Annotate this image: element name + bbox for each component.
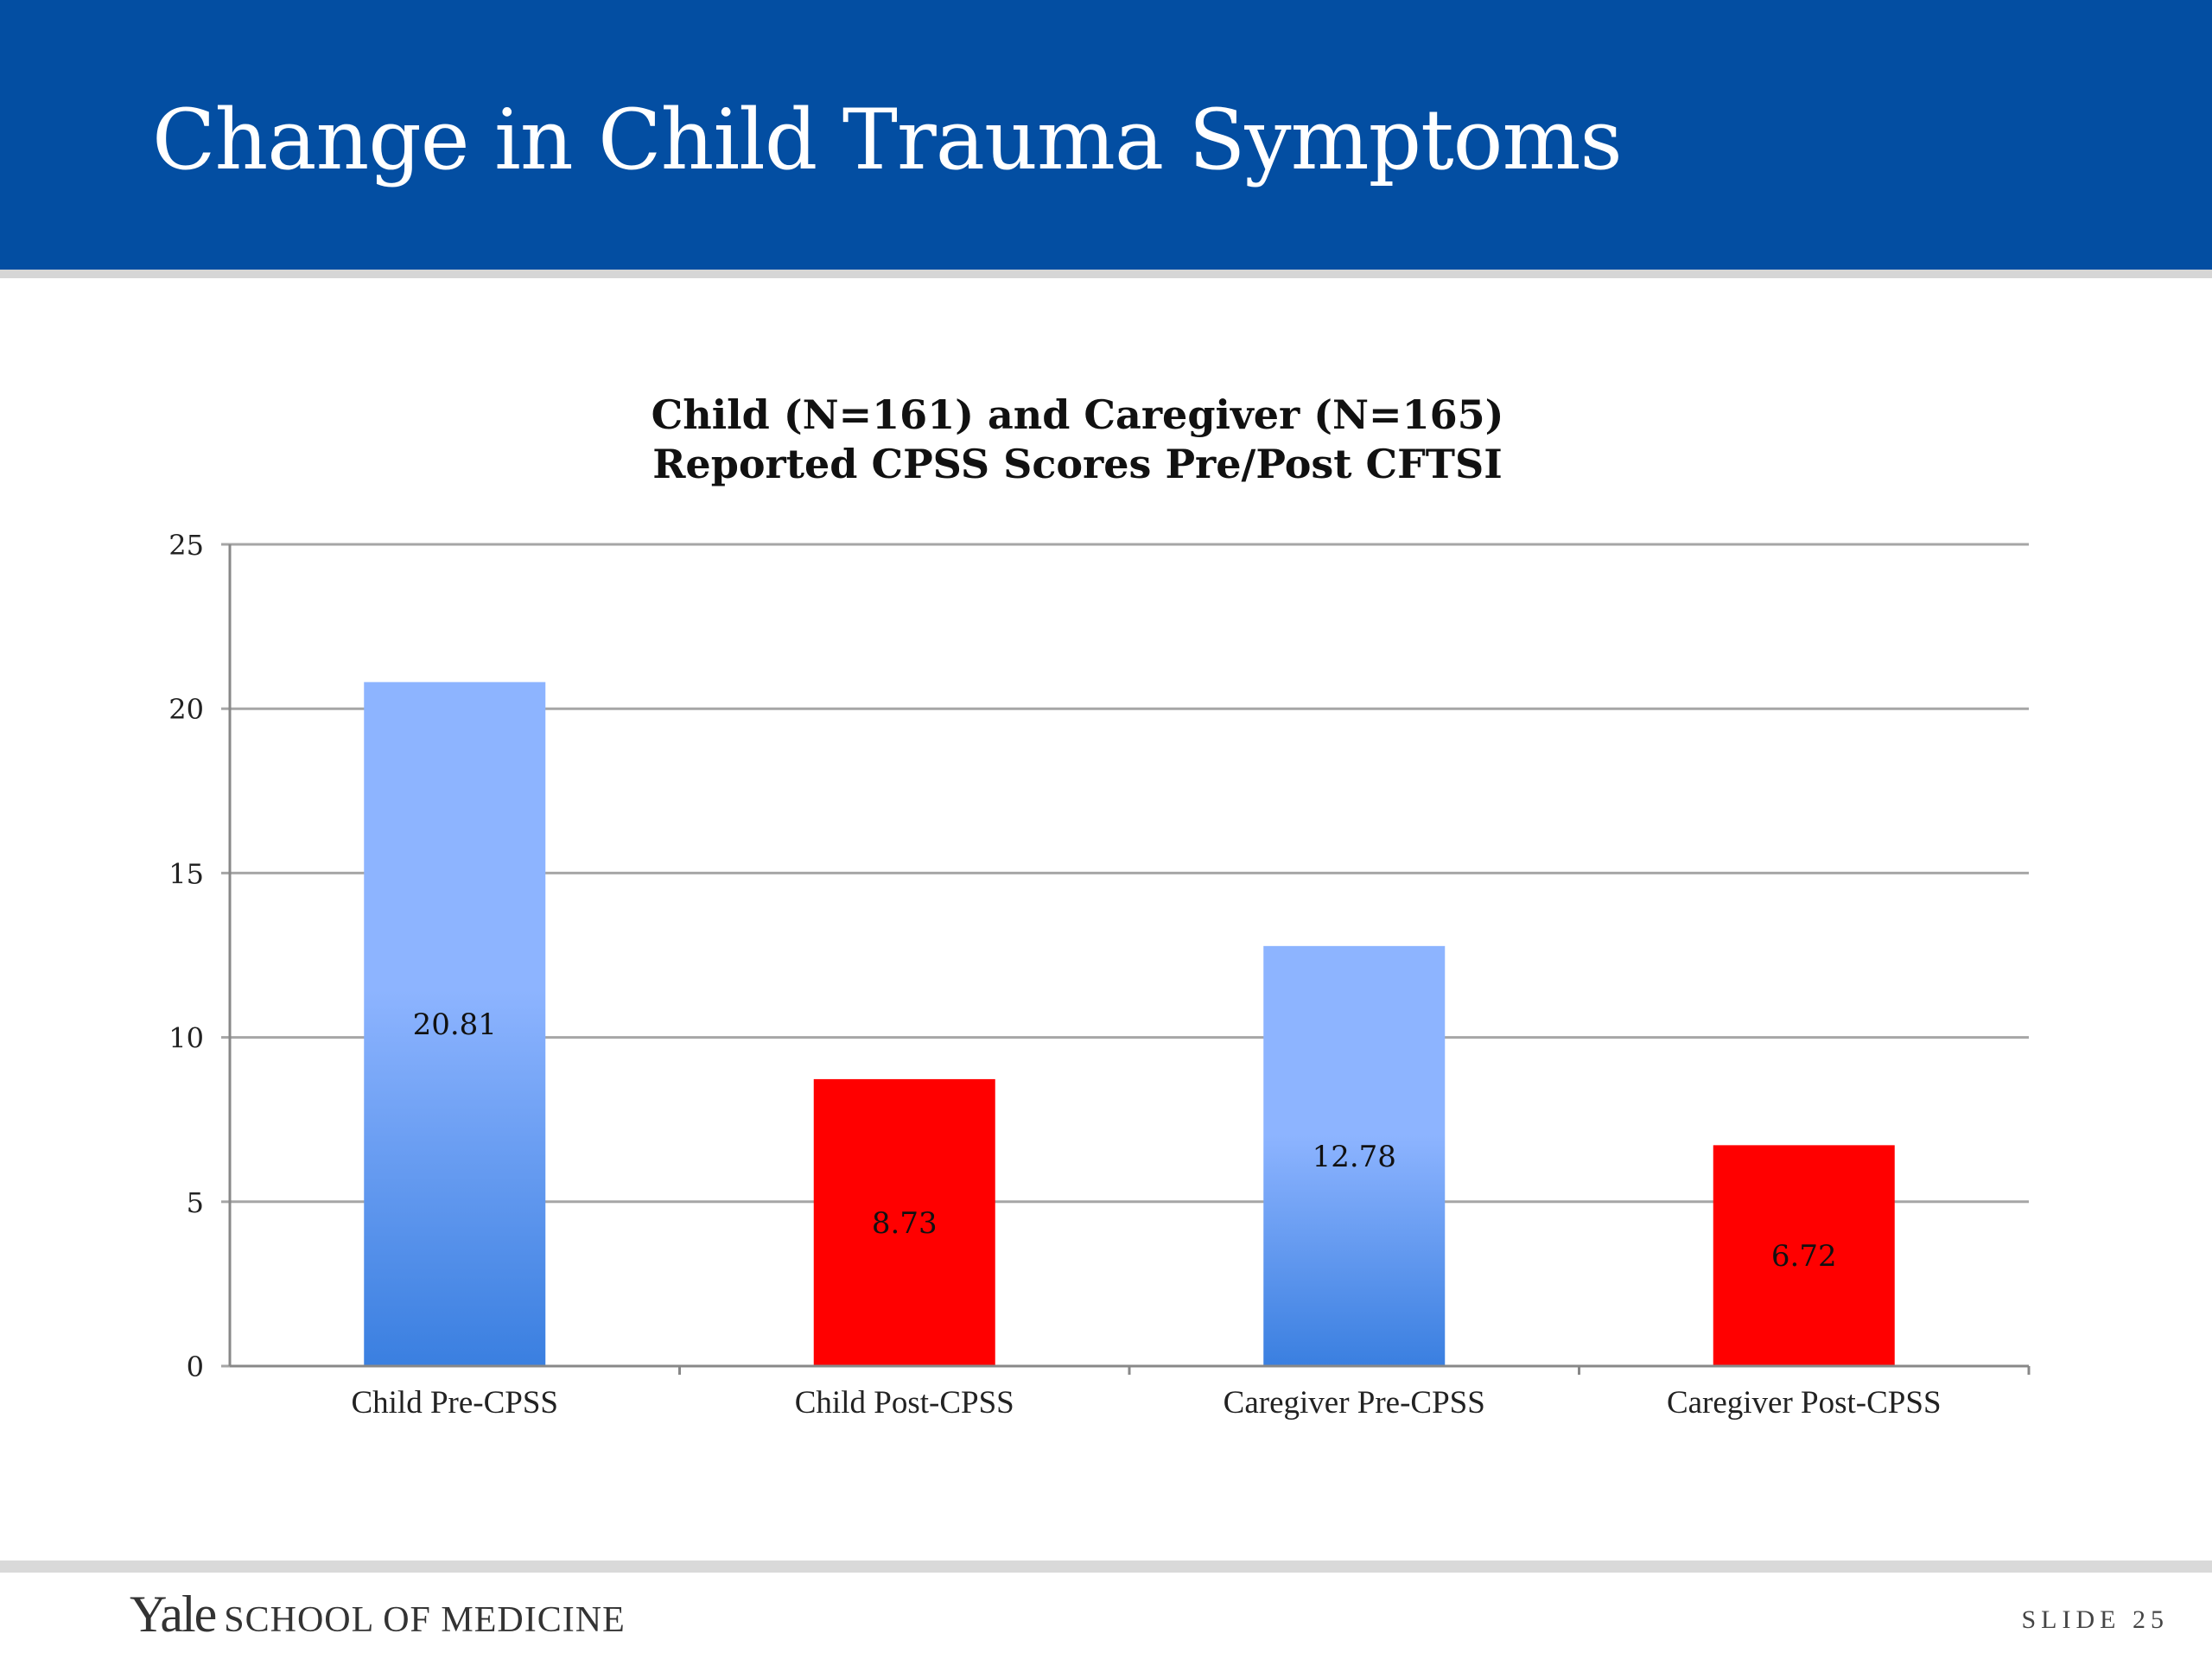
bars (364, 682, 1895, 1366)
chart-title-line: Child (N=161) and Caregiver (N=165) (652, 391, 1504, 438)
bar (1713, 1145, 1895, 1366)
bar-data-label: 8.73 (872, 1206, 938, 1241)
chart-title: Child (N=161) and Caregiver (N=165)Repor… (652, 391, 1504, 487)
bar-chart: Child (N=161) and Caregiver (N=165)Repor… (168, 391, 2031, 1421)
bar-data-label: 12.78 (1313, 1140, 1396, 1174)
yale-school-of-medicine-logo: Yale SCHOOL OF MEDICINE (130, 1585, 626, 1644)
bar-data-label: 20.81 (413, 1007, 497, 1042)
x-category-label: Child Post-CPSS (795, 1385, 1014, 1421)
y-tick-label: 5 (187, 1186, 204, 1219)
x-axis-category-labels: Child Pre-CPSS Child Post-CPSS Caregiver P… (351, 1385, 1941, 1421)
bar (364, 682, 546, 1366)
x-category-label: Caregiver Pre-CPSS (1224, 1385, 1485, 1421)
chart-title-line: Reported CPSS Scores Pre/Post CFTSI (652, 441, 1503, 487)
axes (228, 544, 2031, 1375)
data-labels: 20.81 8.73 12.78 6.72 (413, 1007, 1837, 1274)
y-tick-label: 0 (187, 1351, 204, 1383)
footer-divider (0, 1560, 2212, 1573)
y-tick-label: 15 (168, 857, 204, 890)
bar (813, 1078, 995, 1366)
x-category-label: Child Pre-CPSS (351, 1385, 558, 1421)
y-axis-tick-labels: 0 5 10 15 20 25 (168, 529, 204, 1383)
yale-wordmark: Yale (130, 1586, 217, 1643)
slide-title: Change in Child Trauma Symptoms (152, 92, 1623, 188)
y-tick-label: 10 (168, 1022, 204, 1055)
bar (1263, 945, 1446, 1366)
bar-data-label: 6.72 (1771, 1239, 1837, 1274)
title-banner: Change in Child Trauma Symptoms (0, 0, 2212, 278)
slide-number: SLIDE 25 (2021, 1605, 2169, 1634)
x-category-label: Caregiver Post-CPSS (1667, 1385, 1942, 1421)
y-tick-label: 25 (168, 529, 204, 562)
y-tick-label: 20 (168, 693, 204, 726)
school-of-medicine-text: SCHOOL OF MEDICINE (224, 1600, 626, 1640)
